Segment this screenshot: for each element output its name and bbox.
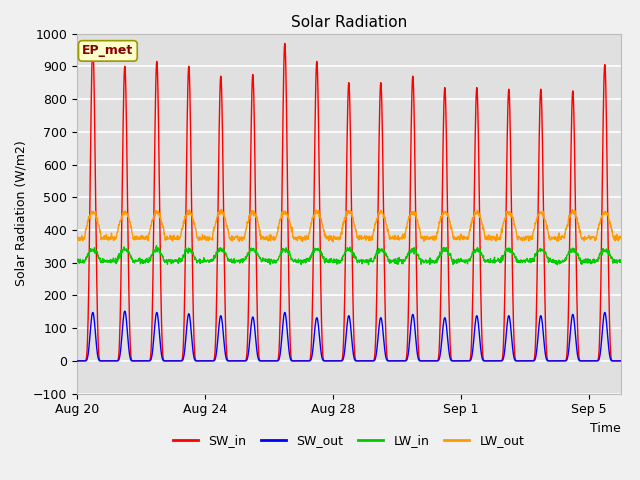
SW_in xyxy=(73,358,81,364)
SW_out xyxy=(88,313,95,319)
LW_out xyxy=(616,234,624,240)
LW_in xyxy=(88,247,95,252)
Line: LW_out: LW_out xyxy=(77,210,620,242)
SW_in xyxy=(194,358,202,364)
SW_out xyxy=(365,358,373,364)
LW_in xyxy=(194,258,202,264)
LW_in xyxy=(616,259,624,265)
LW_in xyxy=(365,257,373,263)
LW_in xyxy=(73,258,81,264)
Line: SW_out: SW_out xyxy=(77,311,620,361)
LW_in xyxy=(554,262,561,267)
SW_in xyxy=(365,358,373,364)
SW_out xyxy=(194,358,202,364)
Legend: SW_in, SW_out, LW_in, LW_out: SW_in, SW_out, LW_in, LW_out xyxy=(168,429,529,452)
SW_out xyxy=(163,358,170,364)
SW_in xyxy=(497,358,505,364)
SW_out xyxy=(209,358,217,364)
LW_out xyxy=(218,207,225,213)
SW_out xyxy=(497,358,505,364)
SW_out xyxy=(121,308,129,314)
LW_out xyxy=(330,239,337,245)
SW_out xyxy=(73,358,81,364)
Text: EP_met: EP_met xyxy=(82,44,134,58)
LW_in xyxy=(497,259,505,265)
LW_out xyxy=(194,236,202,241)
SW_in xyxy=(88,67,95,73)
LW_in xyxy=(152,243,160,249)
SW_in xyxy=(281,40,289,46)
LW_out xyxy=(88,208,95,214)
Line: LW_in: LW_in xyxy=(77,246,620,264)
LW_out xyxy=(209,231,216,237)
SW_in xyxy=(616,358,624,364)
SW_in xyxy=(209,358,216,364)
Line: SW_in: SW_in xyxy=(77,43,620,361)
LW_out xyxy=(73,236,81,241)
SW_out xyxy=(616,358,624,364)
LW_out xyxy=(365,234,373,240)
LW_in xyxy=(209,257,217,263)
X-axis label: Time: Time xyxy=(590,422,621,435)
Title: Solar Radiation: Solar Radiation xyxy=(291,15,407,30)
LW_out xyxy=(498,226,506,232)
Y-axis label: Solar Radiation (W/m2): Solar Radiation (W/m2) xyxy=(14,141,27,287)
LW_out xyxy=(163,236,170,241)
LW_in xyxy=(163,257,170,263)
SW_in xyxy=(163,358,170,364)
